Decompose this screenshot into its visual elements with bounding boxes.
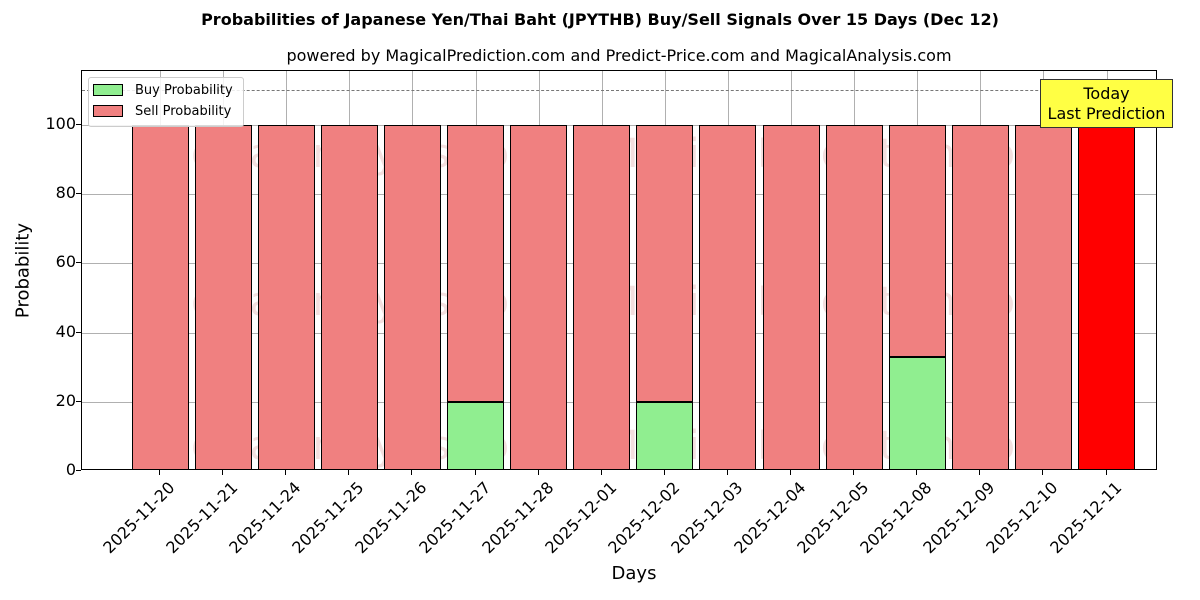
x-tick-mark	[159, 470, 160, 475]
x-tick-mark	[979, 470, 981, 475]
x-tick-mark	[537, 470, 539, 475]
buy-bar	[636, 401, 694, 469]
x-tick-mark	[222, 470, 224, 475]
sell-swatch-icon	[93, 105, 123, 117]
x-tick-mark	[1105, 470, 1107, 475]
chart-title: Probabilities of Japanese Yen/Thai Baht …	[201, 10, 999, 29]
x-tick-mark	[285, 470, 287, 475]
buy-bar	[888, 356, 946, 469]
legend-label-buy: Buy Probability	[135, 82, 233, 98]
x-tick-mark	[600, 470, 602, 475]
y-tick-label: 0	[65, 460, 76, 479]
legend: Buy Probability Sell Probability	[88, 77, 244, 127]
legend-label-sell: Sell Probability	[135, 103, 232, 119]
last-prediction-label: Last Prediction	[1047, 104, 1166, 123]
reference-line	[82, 90, 1156, 92]
sell-bar	[383, 125, 441, 469]
y-axis-title: Probability	[12, 222, 34, 319]
sell-bar	[1014, 125, 1072, 469]
x-tick-mark	[1042, 470, 1044, 475]
sell-bar	[762, 125, 820, 469]
y-tick-mark	[76, 331, 81, 333]
bars	[82, 71, 1156, 469]
y-tick-label: 80	[55, 183, 76, 203]
sell-bar	[951, 125, 1009, 469]
x-tick-mark	[790, 470, 791, 475]
legend-item-sell: Sell Probability	[93, 102, 231, 120]
y-tick-label: 40	[55, 321, 76, 341]
today-sell-bar	[1078, 125, 1135, 469]
sell-bar	[699, 125, 757, 469]
sell-bar	[194, 125, 252, 469]
sell-bar	[888, 125, 946, 357]
x-tick-mark	[726, 470, 728, 475]
y-tick-mark	[76, 400, 81, 402]
today-label: Today	[1083, 84, 1130, 103]
x-tick-mark	[916, 470, 918, 475]
sell-bar	[320, 125, 378, 469]
x-tick-mark	[474, 470, 476, 475]
x-tick-mark	[663, 470, 665, 475]
buy-swatch-icon	[93, 84, 123, 96]
sell-bar	[636, 125, 694, 402]
chart-subtitle: powered by MagicalPrediction.com and Pre…	[286, 46, 952, 65]
y-tick-mark	[76, 124, 81, 125]
buy-bar	[447, 401, 504, 469]
y-tick-mark	[76, 470, 81, 471]
y-tick-mark	[76, 193, 81, 195]
legend-item-buy: Buy Probability	[93, 81, 233, 99]
sell-bar	[573, 125, 631, 469]
y-tick-label: 20	[55, 390, 76, 410]
y-tick-mark	[76, 262, 81, 264]
x-tick-mark	[411, 470, 413, 475]
today-annotation: Today Last Prediction	[1040, 79, 1173, 128]
sell-bar	[257, 125, 315, 469]
x-axis-title: Days	[611, 563, 657, 584]
sell-bar	[131, 125, 189, 469]
sell-bar	[825, 125, 883, 469]
y-tick-label: 60	[55, 252, 76, 272]
plot-area: MagicalAnalysis.comMagicalPrediction.com…	[81, 70, 1157, 470]
y-tick-label: 100	[45, 114, 76, 133]
x-tick-mark	[348, 470, 350, 475]
x-tick-mark	[853, 470, 855, 475]
sell-bar	[510, 125, 568, 469]
sell-bar	[447, 125, 504, 402]
